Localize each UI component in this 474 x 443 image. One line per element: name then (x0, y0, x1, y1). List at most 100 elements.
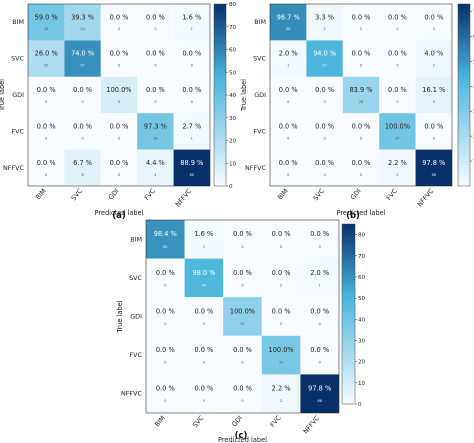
cell-count-label: 2 (396, 173, 398, 177)
cell-percent-label: 59.0 % (35, 13, 58, 21)
cell-count-label: 36 (44, 27, 48, 31)
cell-count-label: 0 (191, 64, 193, 68)
cell-percent-label: 2.2 % (272, 385, 291, 393)
colorbar-tick-label: 60 (229, 48, 237, 54)
cell-percent-label: 0.0 % (279, 159, 298, 167)
x-axis-title: Predicted label (337, 209, 386, 217)
colorbar-tick-label: 60 (358, 275, 366, 281)
cell-count-label: 0 (433, 27, 435, 31)
cell-percent-label: 0.0 % (73, 86, 92, 94)
colorbar-tick-label: 20 (229, 139, 237, 145)
cell-percent-label: 6.7 % (73, 159, 92, 167)
heatmap-cell (270, 113, 307, 150)
cell-percent-label: 0.0 % (315, 122, 334, 130)
cell-percent-label: 39.3 % (71, 13, 94, 21)
cell-count-label: 80 (190, 173, 194, 177)
heatmap-cell (100, 113, 138, 150)
cell-count-label: 0 (324, 136, 326, 140)
panel-label: (b) (346, 211, 360, 221)
cell-count-label: 0 (203, 322, 205, 326)
heatmap-cell (223, 258, 262, 298)
cell-count-label: 0 (164, 361, 166, 365)
cell-count-label: 0 (280, 322, 282, 326)
heatmap-cell (28, 149, 65, 186)
cell-count-label: 0 (319, 322, 321, 326)
cell-count-label: 0 (319, 361, 321, 365)
heatmap-cell (184, 220, 224, 259)
x-tick-label: NFFVC (302, 414, 322, 436)
colorbar-tick-label: 10 (358, 381, 366, 387)
cell-percent-label: 0.0 % (272, 307, 291, 315)
heatmap-cell (270, 4, 307, 41)
heatmap-cell (270, 40, 307, 77)
heatmap-cell (379, 149, 416, 186)
x-tick-label: SVC (70, 187, 85, 202)
x-axis-title: Predicted label (218, 436, 267, 443)
cell-count-label: 49 (202, 283, 206, 287)
cell-percent-label: 0.0 % (146, 50, 165, 58)
y-axis-title: True label (116, 300, 124, 333)
cell-count-label: 0 (164, 283, 166, 287)
cell-percent-label: 2.2 % (388, 159, 407, 167)
cell-percent-label: 0.0 % (146, 13, 165, 21)
heatmap-cell (146, 297, 185, 336)
colorbar-tick-label: 0 (229, 184, 233, 190)
heatmap-cell (28, 4, 65, 41)
confusion-matrix-panel-2: 96.7 % 58 3.3 % 2 0.0 % 0 0.0 % 0 0.0 % 0 2.0 % 1 94… (240, 3, 474, 221)
cell-percent-label: 0.0 % (146, 86, 165, 94)
cell-percent-label: 0.0 % (110, 159, 129, 167)
x-tick-label: FVC (268, 414, 283, 429)
heatmap-cell (379, 76, 416, 114)
cell-count-label: 0 (154, 64, 156, 68)
cell-percent-label: 0.0 % (279, 122, 298, 130)
x-tick-label: BIM (276, 187, 290, 201)
y-tick-label: BIM (12, 18, 24, 26)
cell-count-label: 37 (279, 361, 283, 365)
heatmap-cell (342, 4, 380, 41)
heatmap-cell (184, 297, 224, 336)
cell-count-label: 0 (241, 361, 243, 365)
colorbar-tick-label: 20 (358, 360, 366, 366)
cell-count-label: 0 (241, 283, 243, 287)
cell-count-label: 20 (44, 64, 48, 68)
cell-percent-label: 4.0 % (424, 50, 443, 58)
heatmap-cell (137, 113, 174, 150)
heatmap-cell (28, 76, 65, 114)
colorbar-tick-label: 70 (229, 25, 237, 31)
y-tick-label: GDI (254, 91, 266, 99)
cell-percent-label: 98.4 % (154, 230, 177, 238)
heatmap-cell (137, 149, 174, 186)
cell-percent-label: 0.0 % (272, 230, 291, 238)
cell-percent-label: 0.0 % (279, 86, 298, 94)
colorbar-tick-label: 50 (358, 296, 366, 302)
heatmap-frame (145, 219, 340, 414)
x-tick-label: GDI (230, 414, 244, 428)
x-tick-label: SVC (191, 414, 206, 429)
cell-percent-label: 0.0 % (182, 86, 201, 94)
heatmap-frame (27, 3, 211, 187)
cell-percent-label: 0.0 % (388, 13, 407, 21)
cell-percent-label: 97.8 % (308, 385, 331, 393)
heatmap-cell (173, 4, 210, 41)
heatmap-cell (64, 4, 101, 41)
heatmap-cell (300, 335, 339, 375)
x-tick-label: SVC (312, 187, 327, 202)
heatmap-cell (137, 76, 174, 114)
heatmap-frame (269, 3, 453, 187)
cell-percent-label: 0.0 % (194, 385, 213, 393)
heatmap-cell (261, 297, 301, 336)
cell-percent-label: 0.0 % (310, 230, 329, 238)
cell-count-label: 1 (191, 136, 193, 140)
y-tick-label: NFFVC (245, 164, 267, 172)
heatmap-cell (415, 76, 452, 114)
heatmap-cell (379, 113, 416, 150)
x-tick-label: BIM (153, 414, 167, 428)
cell-percent-label: 96.7 % (277, 13, 300, 21)
cell-count-label: 1 (319, 283, 321, 287)
cell-percent-label: 100.0% (385, 122, 410, 130)
cell-count-label: 36 (153, 136, 157, 140)
heatmap-cell (146, 258, 185, 298)
cell-percent-label: 98.0 % (192, 269, 215, 277)
heatmap-cell (223, 297, 262, 336)
heatmap-cell (300, 258, 339, 298)
